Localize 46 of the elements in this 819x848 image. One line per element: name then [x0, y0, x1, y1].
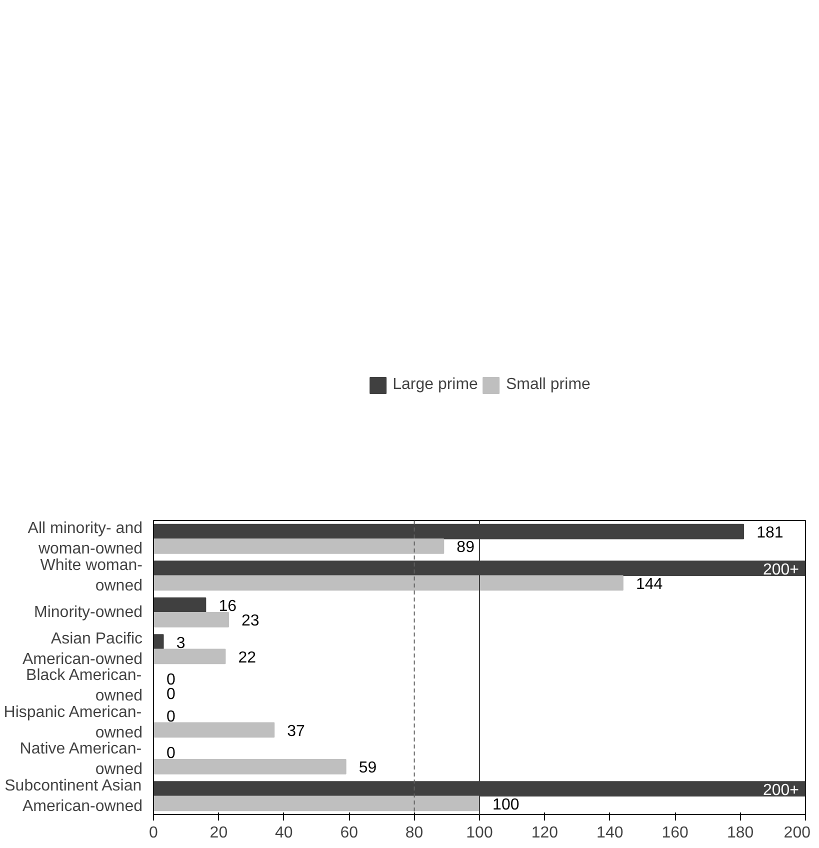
y-tick-label: Native American- owned: [20, 740, 143, 778]
data-label: 0: [166, 672, 176, 689]
x-tick-label: 160: [662, 824, 689, 842]
bar: [154, 759, 346, 774]
data-label: 22: [238, 649, 256, 666]
x-tick-label: 140: [596, 824, 624, 842]
data-label: 100: [492, 796, 520, 814]
legend-label: Large prime: [392, 376, 478, 394]
y-tick-label: Hispanic American- owned: [4, 704, 143, 742]
data-label: 144: [636, 576, 663, 593]
y-tick-label: White woman- owned: [40, 556, 143, 594]
bar: [154, 575, 624, 591]
data-label: 37: [287, 722, 306, 740]
x-tick-label: 200: [784, 824, 811, 842]
data-label: 0: [166, 686, 176, 704]
data-label: 23: [242, 612, 260, 630]
x-tick-label: 40: [275, 824, 293, 842]
bar: [154, 597, 206, 613]
x-tick-label: 20: [210, 824, 228, 842]
data-label: 0: [166, 708, 176, 726]
data-label: 181: [756, 524, 784, 542]
y-tick-label: Black American- owned: [26, 667, 143, 705]
bar: [154, 796, 480, 812]
bar: [154, 648, 226, 664]
bar: [154, 722, 275, 738]
y-tick-label: All minority- and woman-owned: [28, 520, 143, 558]
data-label: 200+: [762, 782, 799, 799]
bar: [154, 634, 164, 650]
x-tick-label: 60: [340, 824, 358, 842]
x-tick-label: 100: [466, 824, 493, 842]
data-label: 16: [218, 598, 237, 616]
bar: [154, 612, 229, 628]
x-tick-label: 0: [149, 824, 158, 842]
x-tick-label: 120: [531, 824, 558, 842]
data-label: 0: [166, 745, 176, 762]
y-tick-label: Asian Pacific American-owned: [22, 630, 143, 668]
y-tick-label: Subcontinent Asian American-owned: [4, 777, 143, 815]
data-label: 3: [176, 634, 186, 652]
y-tick-label: Minority-owned: [34, 604, 142, 621]
x-tick-label: 180: [726, 824, 754, 842]
data-label: 200+: [762, 561, 799, 578]
data-label: 89: [456, 539, 475, 556]
legend-label: Small prime: [506, 376, 590, 394]
data-label: 59: [358, 760, 377, 777]
bar: [154, 538, 444, 554]
x-tick-label: 80: [405, 824, 424, 842]
